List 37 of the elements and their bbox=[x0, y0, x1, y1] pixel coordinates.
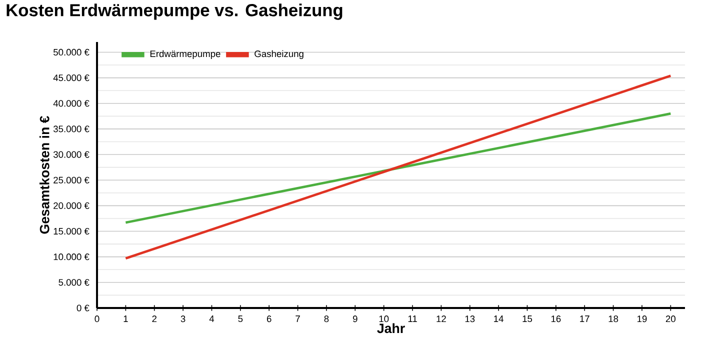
x-tick-label: 19 bbox=[637, 316, 647, 322]
y-axis-title: Gesamtkosten in € bbox=[40, 116, 50, 234]
x-tick-label: 14 bbox=[494, 316, 504, 322]
x-tick-label: 12 bbox=[436, 316, 446, 322]
x-tick-label: 13 bbox=[465, 316, 475, 322]
x-tick-label: 0 bbox=[94, 316, 100, 322]
x-tick-label: 15 bbox=[522, 316, 532, 322]
x-tick-label: 17 bbox=[580, 316, 590, 322]
x-axis-title: Jahr bbox=[377, 323, 405, 334]
x-tick-label: 7 bbox=[296, 316, 300, 322]
x-tick-label: 4 bbox=[209, 316, 214, 322]
y-tick-label: 20.000 € bbox=[54, 202, 90, 209]
y-tick-label: 25.000 € bbox=[54, 176, 90, 184]
x-tick-label: 8 bbox=[324, 316, 329, 322]
y-tick-label: 5.000 € bbox=[58, 279, 90, 286]
x-tick-label: 6 bbox=[266, 316, 272, 322]
y-tick-label: 15.000 € bbox=[54, 228, 90, 235]
x-tick-label: 1 bbox=[124, 316, 128, 322]
x-tick-label: 16 bbox=[551, 316, 561, 322]
x-tick-label: 9 bbox=[352, 316, 358, 322]
legend-label: Gasheizung bbox=[254, 50, 304, 59]
y-tick-label: 45.000 € bbox=[53, 74, 90, 82]
y-tick-label: 35.000 € bbox=[53, 126, 90, 132]
x-tick-label: 10 bbox=[379, 316, 389, 322]
y-tick-label: 30.000 € bbox=[53, 151, 90, 158]
chart-title: Kosten Erdwärmepumpe vs. Gasheizung bbox=[6, 4, 342, 20]
x-tick-label: 20 bbox=[666, 316, 676, 322]
legend-label: Erdwärmepumpe bbox=[150, 50, 220, 59]
y-tick-label: 10.000 € bbox=[54, 254, 90, 260]
x-tick-label: 3 bbox=[180, 316, 186, 322]
x-tick-label: 2 bbox=[152, 316, 157, 322]
y-tick-label: 40.000 € bbox=[53, 100, 90, 107]
x-tick-label: 11 bbox=[408, 316, 417, 322]
x-tick-label: 18 bbox=[608, 316, 618, 322]
y-tick-label: 0 € bbox=[76, 304, 90, 312]
x-tick-label: 5 bbox=[238, 316, 243, 322]
y-tick-label: 50.000 € bbox=[54, 48, 90, 56]
